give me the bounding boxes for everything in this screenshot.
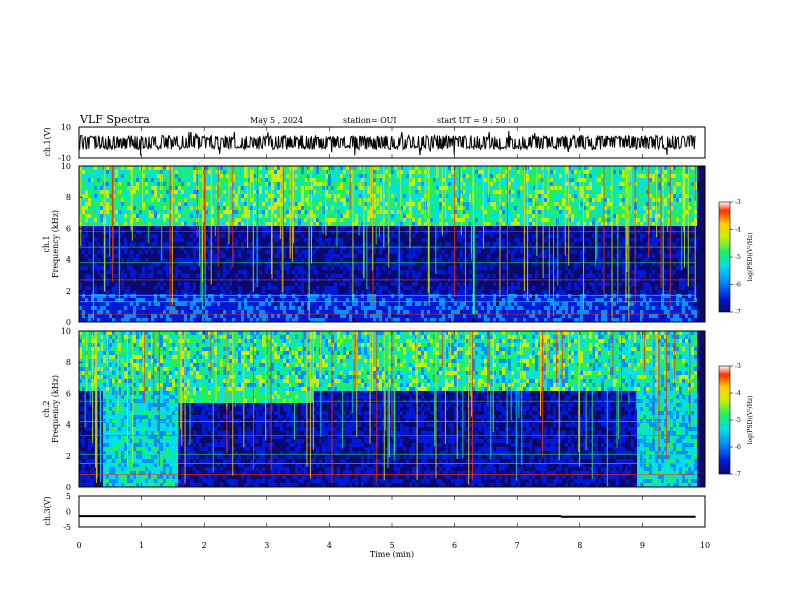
x-tick-label: 9 [640, 541, 645, 550]
ch3-panel: 5 0 -5 ch.3(V) [43, 492, 706, 532]
colorbar-tick: -4 [735, 227, 741, 234]
ytick-label: 2 [66, 287, 71, 296]
ch2-colorbar-label: log(PSD)(V²/Hz) [747, 396, 754, 445]
ch3-ytick-label: -5 [63, 523, 71, 532]
ch3-ylabel: ch.3(V) [43, 496, 52, 525]
ytick-label: 4 [66, 256, 71, 265]
ytick-label: 8 [66, 193, 71, 202]
x-axis-label: Time (min) [370, 550, 414, 559]
ytick-label: 10 [61, 162, 71, 171]
ch1-colorbar [718, 201, 731, 313]
x-tick-label: 6 [452, 541, 457, 550]
ytick-label: 6 [66, 224, 71, 233]
colorbar-tick: -7 [735, 309, 741, 316]
ytick-label: 0 [66, 483, 71, 492]
ch1-spectrogram [79, 166, 705, 322]
colorbar-tick: -7 [735, 471, 741, 478]
ch3-ytick-label: 5 [66, 492, 71, 501]
x-tick-label: 3 [264, 541, 269, 550]
ch1-ylabel: ch.1(V) [43, 127, 52, 156]
ch3-ytick-label: 0 [66, 508, 71, 517]
colorbar-tick: -3 [735, 199, 741, 206]
colorbar-tick: -6 [735, 282, 741, 289]
ytick-label: 10 [61, 327, 71, 336]
ch2-spectrogram [79, 331, 705, 487]
ytick-label: 4 [66, 421, 71, 430]
ch2-spectrogram-panel: 0 2 4 6 8 10 ch.2Frequency (kHz) -3 -4 -5 -6 -7 l… [42, 327, 754, 492]
ytick-label: 2 [66, 452, 71, 461]
x-tick-label: 4 [327, 541, 332, 550]
ch2-spec-ylabel: ch.2Frequency (kHz) [42, 375, 60, 443]
colorbar-tick: -5 [735, 417, 741, 424]
ch1-colorbar-label: log(PSD)(V²/Hz) [747, 233, 754, 282]
x-tick-label: 7 [515, 541, 520, 550]
ytick-label: 0 [66, 318, 71, 327]
colorbar-tick: -5 [735, 254, 741, 261]
x-tick-label: 8 [577, 541, 582, 550]
date-label: May 5 , 2024 [250, 116, 303, 125]
figure-title: VLF Spectra [79, 113, 150, 126]
ch1-ytick-top: 10 [61, 123, 71, 132]
station-label: station= OUI [343, 116, 397, 125]
ch1-waveform-line [78, 130, 696, 156]
ch1-spec-ylabel: ch.1Frequency (kHz) [42, 210, 60, 278]
colorbar-tick: -4 [735, 390, 741, 397]
colorbar-tick: -6 [735, 444, 741, 451]
x-tick-label: 1 [139, 541, 144, 550]
ytick-label: 8 [66, 358, 71, 367]
x-tick-label: 5 [389, 541, 394, 550]
ch1-ytick-bottom: -10 [58, 154, 71, 163]
ch2-colorbar [718, 365, 731, 475]
ch1-waveform-panel: 10 -10 ch.1(V) [43, 123, 706, 163]
x-tick-label: 2 [202, 541, 207, 550]
ch1-spectrogram-panel: 0 2 4 6 8 10 ch.1Frequency (kHz) -3 -4 -5 -6 -7 l… [42, 162, 754, 327]
colorbar-tick: -3 [735, 363, 741, 370]
x-tick-label: 0 [76, 541, 81, 550]
ytick-label: 6 [66, 389, 71, 398]
x-tick-label: 10 [700, 541, 710, 550]
start-time-label: start UT = 9 : 50 : 0 [437, 116, 518, 125]
